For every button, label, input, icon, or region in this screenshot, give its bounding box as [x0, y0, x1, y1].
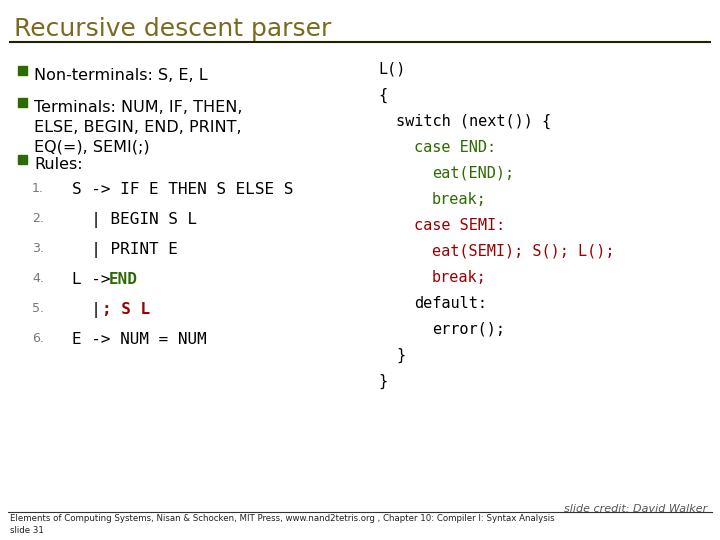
Text: slide 31: slide 31: [10, 526, 44, 535]
Text: | PRINT E: | PRINT E: [72, 242, 178, 258]
Text: Terminals: NUM, IF, THEN,: Terminals: NUM, IF, THEN,: [34, 100, 243, 115]
Text: switch (next()) {: switch (next()) {: [396, 114, 551, 129]
Text: {: {: [378, 88, 387, 103]
Text: 6.: 6.: [32, 332, 44, 345]
Text: 3.: 3.: [32, 242, 44, 255]
Text: 4.: 4.: [32, 272, 44, 285]
Text: | BEGIN S L: | BEGIN S L: [72, 212, 197, 228]
Text: eat(SEMI); S(); L();: eat(SEMI); S(); L();: [432, 244, 614, 259]
Text: Rules:: Rules:: [34, 157, 83, 172]
Text: case END:: case END:: [414, 140, 496, 155]
Text: break;: break;: [432, 270, 487, 285]
Text: }: }: [378, 374, 387, 389]
Text: 2.: 2.: [32, 212, 44, 225]
Text: slide credit: David Walker: slide credit: David Walker: [564, 504, 707, 514]
Text: 5.: 5.: [32, 302, 44, 315]
Text: 1.: 1.: [32, 182, 44, 195]
Text: S -> IF E THEN S ELSE S: S -> IF E THEN S ELSE S: [72, 182, 293, 197]
Text: break;: break;: [432, 192, 487, 207]
Text: Recursive descent parser: Recursive descent parser: [14, 17, 331, 41]
Text: ELSE, BEGIN, END, PRINT,: ELSE, BEGIN, END, PRINT,: [34, 120, 242, 135]
Text: L(): L(): [378, 62, 405, 77]
Text: E -> NUM = NUM: E -> NUM = NUM: [72, 332, 207, 347]
Text: END: END: [109, 272, 138, 287]
Text: Elements of Computing Systems, Nisan & Schocken, MIT Press, www.nand2tetris.org : Elements of Computing Systems, Nisan & S…: [10, 514, 554, 523]
Text: EQ(=), SEMI(;): EQ(=), SEMI(;): [34, 140, 150, 155]
Text: error();: error();: [432, 322, 505, 337]
Text: }: }: [396, 348, 405, 363]
Bar: [18, 98, 27, 107]
Bar: [18, 155, 27, 164]
Text: eat(END);: eat(END);: [432, 166, 514, 181]
Text: ; S L: ; S L: [102, 302, 150, 317]
Bar: [18, 66, 27, 75]
Text: case SEMI:: case SEMI:: [414, 218, 505, 233]
Text: L ->: L ->: [72, 272, 120, 287]
Text: Non-terminals: S, E, L: Non-terminals: S, E, L: [34, 68, 207, 83]
Text: |: |: [72, 302, 110, 318]
Text: default:: default:: [414, 296, 487, 311]
